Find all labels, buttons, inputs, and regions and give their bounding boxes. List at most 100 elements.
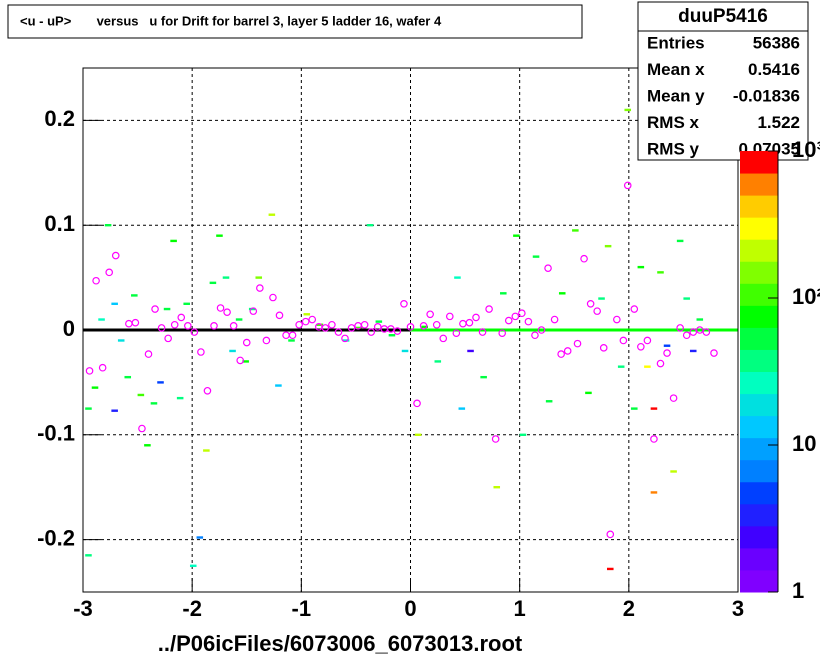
- palette-swatch: [740, 327, 778, 350]
- profile-point: [131, 318, 140, 327]
- profile-point: [308, 315, 317, 324]
- profile-point: [393, 327, 402, 335]
- palette-swatch: [740, 415, 778, 439]
- histogram-cell: [117, 339, 125, 342]
- profile-point: [105, 268, 114, 277]
- stats-label: Mean y: [647, 86, 705, 105]
- profile-point: [606, 530, 615, 539]
- profile-point: [138, 424, 146, 433]
- z-tick-label: 1: [792, 578, 804, 603]
- histogram-cell: [513, 234, 520, 237]
- histogram-cell: [98, 318, 105, 321]
- x-tick-label: 0: [404, 596, 416, 621]
- histogram-cell: [268, 213, 276, 216]
- y-tick-label: -0.1: [37, 421, 75, 446]
- palette-swatch: [740, 503, 778, 527]
- profile-point: [531, 331, 539, 340]
- profile-point: [580, 254, 588, 263]
- x-tick-label: 3: [732, 596, 744, 621]
- y-tick-label: 0.2: [44, 106, 75, 131]
- palette-swatch: [740, 437, 778, 461]
- profile-point: [111, 251, 120, 260]
- palette-swatch: [740, 525, 778, 549]
- palette-swatch: [740, 195, 778, 218]
- palette-swatch: [740, 393, 778, 417]
- histogram-cell: [124, 375, 132, 379]
- profile-point: [98, 363, 107, 372]
- x-tick-label: -1: [292, 596, 312, 621]
- profile-point: [85, 367, 94, 375]
- histogram-cell: [91, 386, 99, 389]
- histogram-cell: [131, 294, 138, 297]
- profile-point: [485, 305, 493, 313]
- histogram-cell: [532, 255, 540, 258]
- profile-point: [563, 347, 572, 355]
- chart-title: <u - uP> versus u for Drift for barrel 3…: [20, 13, 442, 28]
- histogram-cell: [624, 108, 632, 112]
- profile-point: [269, 293, 277, 302]
- histogram-cell: [235, 318, 243, 321]
- histogram-cell: [493, 486, 501, 489]
- histogram-cell: [480, 375, 487, 379]
- profile-point: [426, 310, 434, 319]
- histogram-cell: [650, 491, 658, 494]
- profile-point: [573, 339, 582, 348]
- palette-swatch: [740, 217, 778, 240]
- profile-point: [445, 312, 454, 321]
- profile-point: [177, 313, 186, 322]
- profile-point: [511, 312, 520, 321]
- histogram-cell: [696, 318, 704, 321]
- histogram-cell: [275, 384, 282, 387]
- profile-point: [630, 305, 639, 313]
- histogram-cell: [558, 292, 566, 295]
- histogram-cell: [676, 239, 684, 243]
- profile-point: [710, 349, 718, 357]
- histogram-cell: [209, 281, 217, 285]
- histogram-cell: [689, 349, 697, 353]
- profile-point: [439, 334, 448, 343]
- histogram-cell: [222, 276, 230, 279]
- y-tick-label: 0.1: [44, 211, 75, 236]
- histogram-cell: [242, 360, 249, 363]
- histogram-cell: [183, 302, 190, 305]
- palette-swatch: [740, 283, 778, 306]
- profile-point: [347, 324, 356, 332]
- palette-swatch: [740, 239, 778, 262]
- y-tick-label: -0.2: [37, 525, 75, 550]
- stats-frame: [637, 1, 809, 161]
- palette-swatch: [740, 459, 778, 483]
- profile-point: [432, 320, 441, 329]
- profile-point: [663, 349, 671, 357]
- profile-point: [210, 322, 218, 330]
- profile-point: [669, 394, 678, 402]
- histogram-cell: [150, 402, 158, 405]
- profile-point: [328, 320, 336, 329]
- histogram-cell: [572, 229, 579, 232]
- histogram-cell: [196, 536, 204, 539]
- histogram-cell: [604, 244, 612, 248]
- x-tick-label: 1: [514, 596, 526, 621]
- profile-point: [400, 299, 408, 308]
- histogram-cell: [163, 307, 171, 311]
- profile-point: [216, 304, 225, 312]
- palette-swatch: [740, 349, 778, 372]
- histogram-cell: [500, 292, 507, 295]
- histogram-cell: [248, 307, 256, 311]
- title-box: [7, 4, 583, 39]
- z-tick-label: 10²: [792, 284, 820, 309]
- profile-point: [557, 350, 565, 358]
- stats-label: RMS x: [647, 113, 700, 132]
- profile-point: [478, 328, 487, 336]
- histogram-cell: [637, 265, 645, 269]
- profile-point: [367, 328, 376, 336]
- histogram-cell: [454, 276, 461, 279]
- profile-point: [190, 328, 199, 336]
- histogram-cell: [670, 470, 677, 473]
- stats-value: 56386: [753, 33, 800, 52]
- profile-point: [360, 320, 369, 329]
- profile-point: [229, 322, 238, 330]
- palette-swatch: [740, 481, 778, 505]
- profile-point: [184, 322, 192, 330]
- profile-point: [504, 316, 513, 325]
